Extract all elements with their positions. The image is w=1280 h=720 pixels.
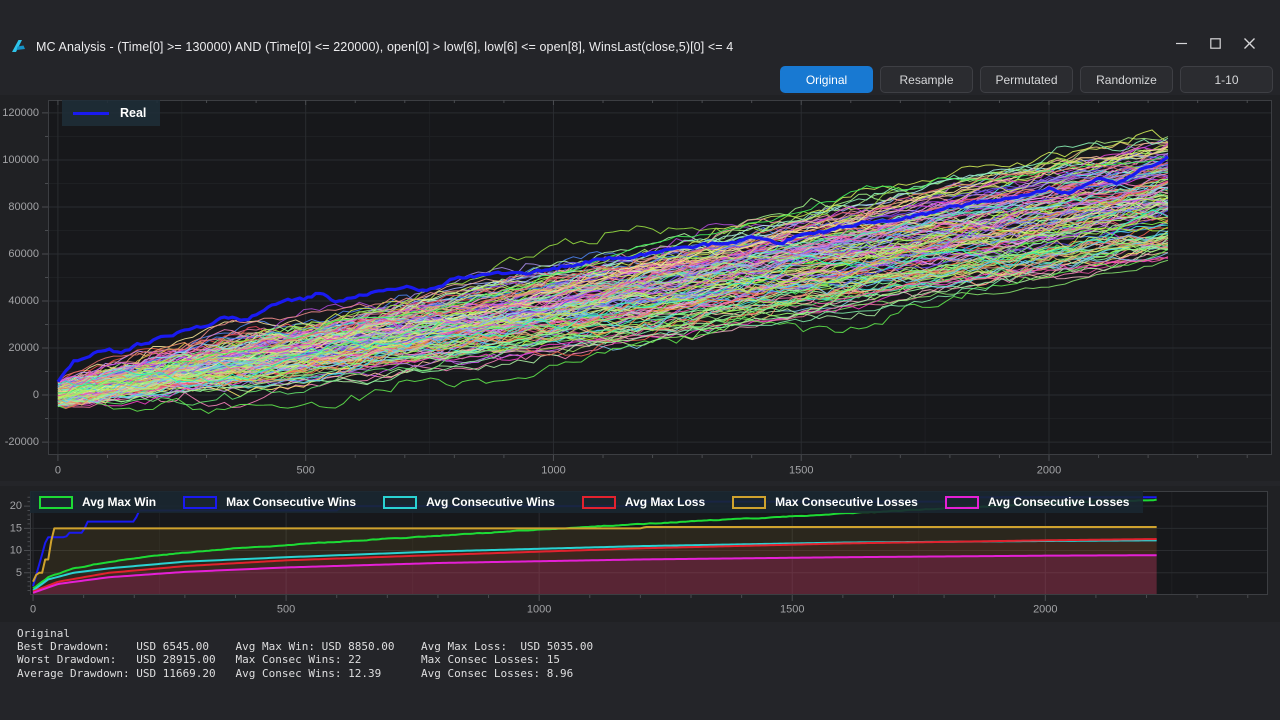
avg-consecutive-wins-swatch [383, 496, 417, 509]
legend-avg-consecutive-wins: Avg Consecutive Wins [383, 495, 555, 509]
legend-max-consecutive-losses: Max Consecutive Losses [732, 495, 918, 509]
legend-max-consecutive-wins: Max Consecutive Wins [183, 495, 356, 509]
real-series-label: Real [120, 106, 146, 120]
mode-toolbar: Original Resample Permutated Randomize 1… [780, 66, 1273, 93]
stats-line-title: Original [17, 627, 593, 640]
avg-consecutive-losses-swatch [945, 496, 979, 509]
close-button[interactable] [1232, 33, 1266, 53]
original-button[interactable]: Original [780, 66, 873, 93]
randomize-button[interactable]: Randomize [1080, 66, 1173, 93]
titlebar: MC Analysis - (Time[0] >= 130000) AND (T… [0, 0, 1280, 62]
real-series-swatch [73, 112, 109, 115]
app-window: MC Analysis - (Time[0] >= 130000) AND (T… [0, 0, 1280, 720]
main-chart-legend: Real [62, 100, 160, 126]
stats-line-best-drawdown: Best Drawdown: USD 6545.00 Avg Max Win: … [17, 640, 593, 653]
statistics-panel: Original Best Drawdown: USD 6545.00 Avg … [17, 627, 593, 680]
stats-line-average-drawdown: Average Drawdown: USD 11669.20 Avg Conse… [17, 667, 593, 680]
window-controls [1164, 33, 1266, 53]
max-consecutive-losses-swatch [732, 496, 766, 509]
app-icon [10, 39, 27, 54]
avg-max-loss-swatch [582, 496, 616, 509]
stats-line-worst-drawdown: Worst Drawdown: USD 28915.00 Max Consec … [17, 653, 593, 666]
resample-button[interactable]: Resample [880, 66, 973, 93]
legend-avg-consecutive-losses: Avg Consecutive Losses [945, 495, 1130, 509]
maximize-button[interactable] [1198, 33, 1232, 53]
legend-avg-max-win: Avg Max Win [39, 495, 156, 509]
minimize-button[interactable] [1164, 33, 1198, 53]
legend-avg-max-loss: Avg Max Loss [582, 495, 705, 509]
range-1-10-button[interactable]: 1-10 [1180, 66, 1273, 93]
mc-analysis-charts-canvas [0, 0, 1280, 720]
lower-chart-legend: Avg Max Win Max Consecutive Wins Avg Con… [30, 491, 1143, 513]
avg-max-win-swatch [39, 496, 73, 509]
max-consecutive-wins-swatch [183, 496, 217, 509]
permutated-button[interactable]: Permutated [980, 66, 1073, 93]
window-title: MC Analysis - (Time[0] >= 130000) AND (T… [36, 40, 1164, 54]
